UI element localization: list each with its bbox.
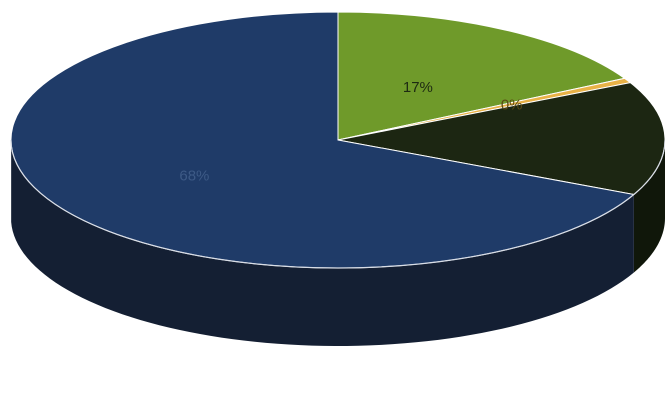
pie-label-1: 0% — [501, 96, 523, 113]
pie-label-3: 68% — [179, 168, 209, 185]
pie-side-2-0 — [633, 140, 665, 273]
pie-sides — [11, 140, 665, 346]
pie-label-0: 17% — [403, 79, 433, 96]
pie-labels: 17% 0% 68% — [179, 79, 522, 185]
pie-slice-0 — [337, 11, 626, 141]
pie-side-3-0 — [11, 144, 634, 346]
pie-rim — [10, 139, 665, 269]
pie-tops — [10, 11, 665, 269]
